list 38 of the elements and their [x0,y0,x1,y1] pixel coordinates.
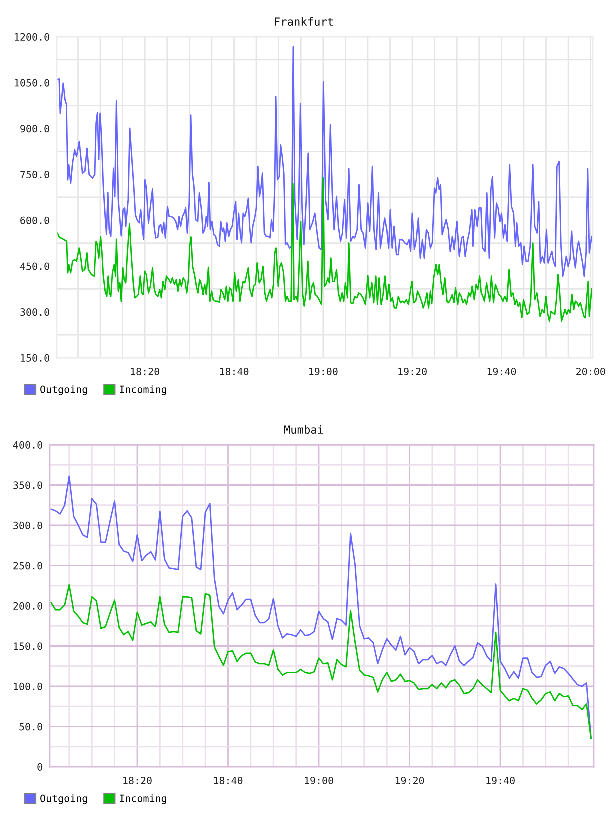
x-tick-label: 19:00 [310,368,338,376]
y-tick-label: 150.0 [14,642,42,650]
x-tick-label: 20:00 [576,368,606,376]
legend-label: Outgoing [40,794,88,804]
chart-title: Frankfurt [275,17,334,26]
y-tick-label: 350.0 [14,482,42,490]
chart-title: Mumbai [284,425,324,434]
y-tick-label: 750.0 [20,170,50,179]
y-tick-label: 1050.0 [15,79,50,87]
y-tick-label: 50.0 [20,723,42,731]
x-tick-label: 18:20 [124,776,152,785]
y-tick-label: 300.0 [20,308,50,316]
line-series [57,178,593,322]
line-series [57,46,593,278]
y-tick-label: 250.0 [14,562,42,570]
line-series [50,584,592,740]
x-tick-label: 19:40 [488,368,516,376]
y-tick-label: 600.0 [20,216,50,224]
x-tick-label: 18:40 [214,776,243,785]
y-tick-label: 200.0 [14,602,42,610]
y-tick-label: 0 [38,763,42,771]
y-tick-label: 100.0 [14,682,42,690]
x-tick-label: 19:00 [305,776,334,785]
y-tick-label: 1200.0 [15,33,50,41]
x-tick-label: 18:20 [131,368,160,376]
x-tick-label: 19:20 [398,368,427,376]
y-tick-label: 900.0 [20,125,50,133]
legend-label: Incoming [120,386,166,396]
y-tick-label: 450.0 [20,262,50,270]
x-tick-label: 19:20 [396,776,424,785]
y-tick-label: 150.0 [21,354,50,362]
x-tick-label: 19:40 [486,776,515,785]
legend-label: Incoming [120,794,166,804]
x-tick-label: 18:40 [220,368,249,376]
legend-label: Outgoing [40,386,88,396]
y-tick-label: 400.0 [13,441,42,449]
y-tick-label: 300.0 [14,522,42,530]
line-series [50,476,592,740]
